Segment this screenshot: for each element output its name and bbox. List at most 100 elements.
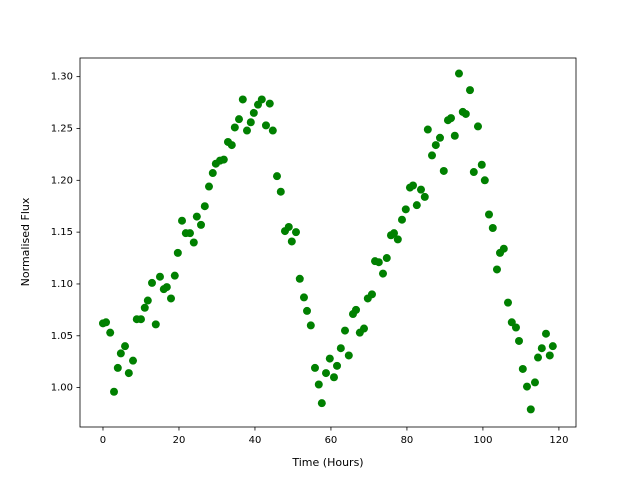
data-point <box>170 271 179 280</box>
data-point <box>473 122 482 131</box>
data-point <box>102 318 111 327</box>
data-point <box>541 329 550 338</box>
data-point <box>439 166 448 175</box>
data-point <box>192 212 201 221</box>
data-point <box>235 115 244 124</box>
data-point <box>401 205 410 214</box>
data-point <box>268 126 277 135</box>
data-point <box>299 293 308 302</box>
data-point <box>189 238 198 247</box>
data-point <box>295 274 304 283</box>
data-point <box>166 294 175 303</box>
data-point <box>359 324 368 333</box>
data-point <box>488 223 497 232</box>
data-point <box>465 86 474 95</box>
data-point <box>284 222 293 231</box>
data-point <box>367 290 376 299</box>
x-axis-title: Time (Hours) <box>291 456 363 469</box>
data-point <box>147 278 156 287</box>
data-point <box>261 121 270 130</box>
data-point <box>136 315 145 324</box>
data-point <box>431 141 440 150</box>
data-point <box>317 399 326 408</box>
data-point <box>484 210 493 219</box>
data-point <box>423 125 432 134</box>
data-point <box>409 181 418 190</box>
y-tick-label: 1.15 <box>51 227 73 238</box>
data-point <box>428 151 437 160</box>
data-point <box>204 182 213 191</box>
data-point <box>454 69 463 78</box>
data-point <box>265 99 274 108</box>
data-point <box>537 344 546 353</box>
data-point <box>534 353 543 362</box>
x-tick-label: 20 <box>173 435 186 446</box>
x-tick-label: 0 <box>100 435 106 446</box>
data-point <box>291 228 300 237</box>
data-point <box>329 373 338 382</box>
y-axis-title: Normalised Flux <box>19 197 32 286</box>
data-point <box>461 109 470 118</box>
data-point <box>173 248 182 257</box>
data-point <box>238 95 247 104</box>
plot-frame <box>79 57 577 428</box>
data-point <box>246 118 255 127</box>
x-tick-label: 40 <box>249 435 262 446</box>
x-tick-label: 120 <box>549 435 568 446</box>
data-point <box>450 131 459 140</box>
data-point <box>412 201 421 210</box>
data-point <box>116 349 125 358</box>
data-point <box>287 237 296 246</box>
data-point <box>106 328 115 337</box>
x-tick-label: 100 <box>473 435 492 446</box>
y-tick-label: 1.00 <box>51 383 73 394</box>
data-point <box>374 258 383 267</box>
data-point <box>155 272 164 281</box>
data-point <box>219 155 228 164</box>
data-point <box>548 342 557 351</box>
data-point <box>393 235 402 244</box>
data-point <box>378 269 387 278</box>
data-point <box>276 187 285 196</box>
data-point <box>143 296 152 305</box>
data-point <box>200 202 209 211</box>
data-point <box>503 298 512 307</box>
y-tick-label: 1.10 <box>51 279 73 290</box>
data-point <box>435 133 444 142</box>
data-point <box>272 172 281 181</box>
data-point <box>344 351 353 360</box>
data-point <box>197 220 206 229</box>
data-point <box>178 216 187 225</box>
data-point <box>325 354 334 363</box>
data-point <box>322 369 331 378</box>
x-tick-label: 60 <box>325 435 338 446</box>
data-point <box>185 229 194 238</box>
data-point <box>382 254 391 263</box>
data-point <box>341 326 350 335</box>
data-point <box>420 192 429 201</box>
data-point <box>227 141 236 150</box>
data-point <box>124 369 133 378</box>
data-point <box>121 342 130 351</box>
data-point <box>397 215 406 224</box>
data-point <box>230 123 239 132</box>
data-point <box>545 351 554 360</box>
data-point <box>515 336 524 345</box>
data-point <box>303 306 312 315</box>
data-point <box>522 382 531 391</box>
data-point <box>416 185 425 194</box>
data-point <box>390 229 399 238</box>
data-point <box>162 283 171 292</box>
data-point <box>480 176 489 185</box>
data-point <box>257 95 266 104</box>
data-point <box>249 108 258 117</box>
data-point <box>477 160 486 169</box>
data-point <box>447 114 456 123</box>
y-tick-label: 1.05 <box>51 331 73 342</box>
data-point <box>310 363 319 372</box>
data-point <box>352 305 361 314</box>
y-tick-label: 1.20 <box>51 175 73 186</box>
data-point <box>306 321 315 330</box>
